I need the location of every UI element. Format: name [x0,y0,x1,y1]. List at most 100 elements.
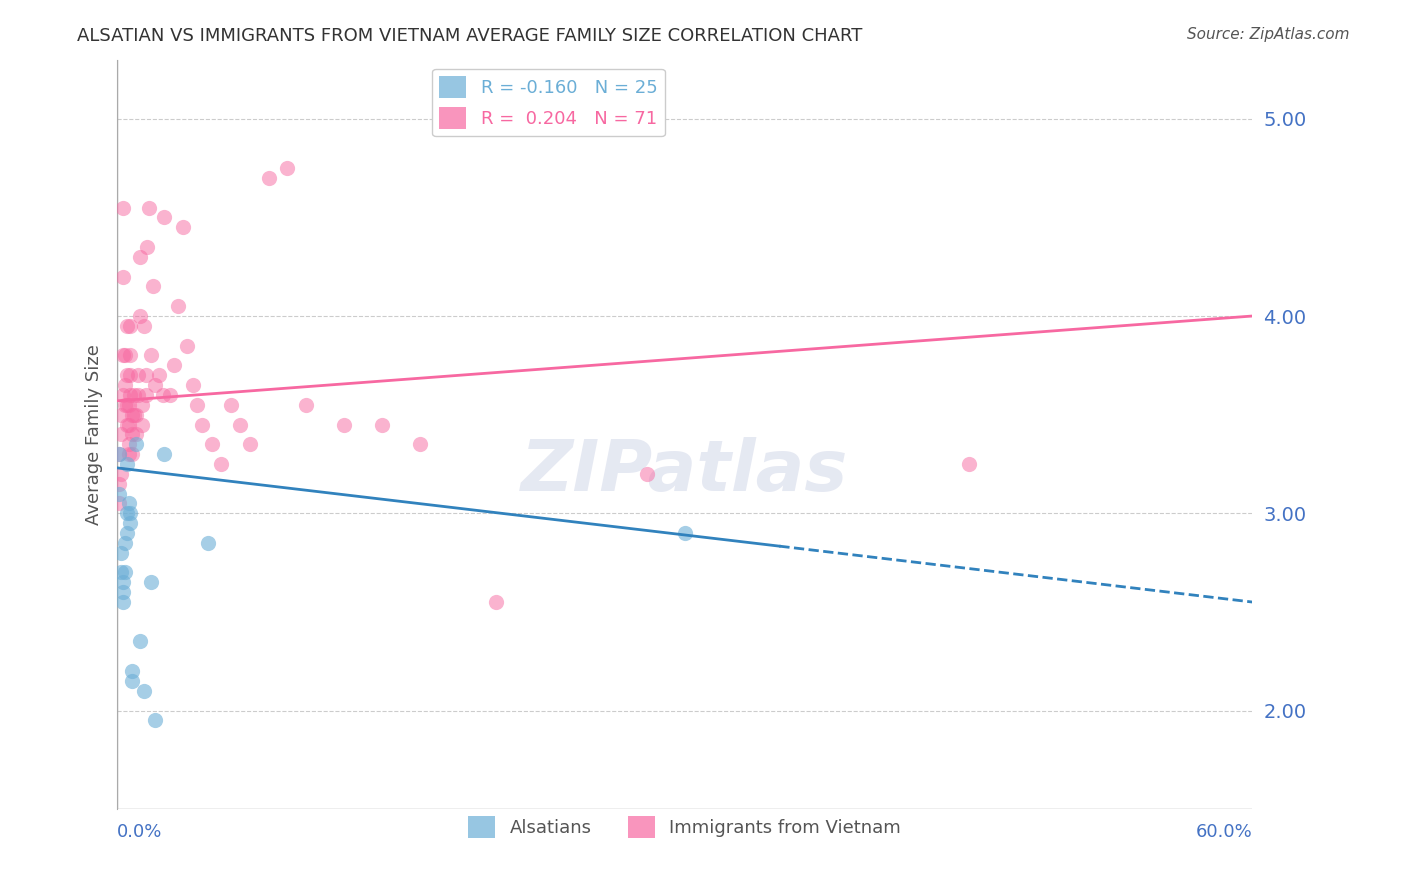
Point [111,585,134,599]
Point [117,417,139,432]
Point [371,417,394,432]
Point [117,398,139,412]
Point [120,368,142,383]
Point [110,427,132,442]
Point [143,378,166,392]
Point [176,338,198,352]
Point [111,201,134,215]
Point [111,388,134,402]
Point [122,388,145,402]
Point [153,211,176,225]
Point [135,368,157,383]
Point [276,161,298,175]
Text: ALSATIAN VS IMMIGRANTS FROM VIETNAM AVERAGE FAMILY SIZE CORRELATION CHART: ALSATIAN VS IMMIGRANTS FROM VIETNAM AVER… [77,27,863,45]
Point [125,437,148,451]
Point [121,673,143,688]
Point [239,437,262,451]
Point [115,506,138,520]
Point [201,437,224,451]
Point [115,457,138,471]
Point [166,299,188,313]
Point [110,546,132,560]
Point [128,250,150,264]
Point [115,417,138,432]
Point [115,398,138,412]
Point [111,575,134,590]
Point [121,427,143,442]
Point [121,447,143,461]
Y-axis label: Average Family Size: Average Family Size [86,344,103,524]
Point [117,437,139,451]
Point [128,309,150,323]
Point [136,240,159,254]
Point [114,398,136,412]
Point [163,359,186,373]
Point [121,664,143,678]
Point [111,269,134,284]
Point [409,437,432,451]
Point [120,349,142,363]
Point [159,388,181,402]
Point [111,349,134,363]
Point [108,496,131,510]
Point [120,388,142,402]
Point [138,201,160,215]
Point [143,714,166,728]
Point [117,496,139,510]
Point [120,516,142,530]
Point [120,506,142,520]
Point [128,634,150,648]
Point [135,388,157,402]
Point [108,476,131,491]
Text: ZIPatlas: ZIPatlas [522,437,848,507]
Point [110,467,132,481]
Point [132,683,155,698]
Point [114,378,136,392]
Point [120,318,142,333]
Point [229,417,252,432]
Point [152,388,174,402]
Point [673,526,696,541]
Legend: Alsatians, Immigrants from Vietnam: Alsatians, Immigrants from Vietnam [461,809,908,845]
Point [132,318,155,333]
Point [131,398,153,412]
Point [141,575,163,590]
Point [142,279,165,293]
Point [108,447,131,461]
Point [114,536,136,550]
Point [219,398,242,412]
Point [122,408,145,422]
Point [114,566,136,580]
Point [209,457,232,471]
Point [131,417,153,432]
Point [636,467,658,481]
Point [295,398,318,412]
Point [108,486,131,500]
Point [117,447,139,461]
Point [111,595,134,609]
Point [115,368,138,383]
Point [172,220,194,235]
Point [121,408,143,422]
Point [197,536,219,550]
Point [115,318,138,333]
Point [257,170,280,185]
Point [957,457,980,471]
Text: 0.0%: 0.0% [117,823,163,841]
Point [114,349,136,363]
Point [333,417,356,432]
Text: 60.0%: 60.0% [1195,823,1253,841]
Point [110,408,132,422]
Point [108,447,131,461]
Point [110,566,132,580]
Point [125,427,148,442]
Point [127,368,149,383]
Point [141,349,163,363]
Point [153,447,176,461]
Point [125,408,148,422]
Point [148,368,170,383]
Point [181,378,204,392]
Point [115,526,138,541]
Point [484,595,506,609]
Point [191,417,214,432]
